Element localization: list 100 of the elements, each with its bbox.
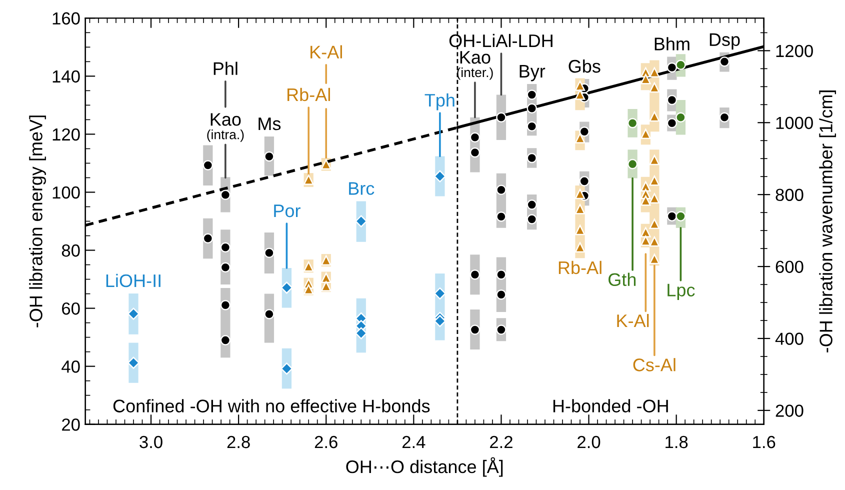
point [666,94,678,106]
annotation: Lpc [668,284,695,300]
point [640,195,651,206]
annotation: Brc [349,182,374,195]
annotation: Gbs [568,59,600,73]
point [526,121,538,132]
annotation: Cs-Al [633,358,676,372]
y2-tick-label: 400 [775,332,804,345]
annotation: K-Al [310,45,342,58]
y-tick-label: 60 [62,302,80,315]
point [220,335,231,346]
point [666,62,678,73]
point [496,269,506,280]
point [320,281,332,292]
point [264,308,274,320]
point [649,82,660,93]
point [649,111,660,122]
point [220,190,231,200]
y-tick-label: 20 [62,418,80,431]
point [496,112,506,122]
point [434,170,446,182]
point [666,211,678,222]
x-tick-label: 1.6 [753,436,776,448]
point [434,287,446,300]
point [434,315,446,328]
y-tick-label: 160 [52,12,80,25]
y2-tick-label: 1000 [776,116,813,130]
point [127,308,140,320]
point [574,188,586,200]
point [202,160,214,170]
annotation: H-bonded -OH [553,399,668,412]
annotation: (intra.) [207,130,244,142]
point [719,56,730,67]
point [496,324,506,335]
annotation: Tph [424,93,454,110]
annotation: Kao [210,113,241,126]
point [574,80,586,91]
point [574,90,586,100]
point [649,67,660,78]
point [640,74,651,84]
point [640,128,651,140]
point [676,60,686,70]
point [649,154,660,166]
point [526,214,538,224]
annotation: Rb-Al [558,260,602,274]
annotation: Por [274,204,300,218]
point [627,158,638,170]
annotation: (inter.) [457,67,493,80]
point [627,118,638,128]
annotation: Bhm [654,37,690,50]
annotation: Phl [214,62,238,75]
x-tick-label: 2.2 [490,436,512,448]
point [496,184,506,196]
point [496,211,506,222]
point [355,215,368,228]
x-tick-label: 2.4 [402,436,426,448]
y-tick-label: 100 [52,186,80,199]
annotation: Confined -OH with no effective H-bonds [113,399,430,412]
point [676,112,686,122]
point [574,133,586,144]
point [470,132,480,143]
point [220,300,231,310]
y2-tick-label: 800 [776,188,804,202]
point [470,324,480,335]
point [470,269,480,280]
point [574,224,586,236]
annotation: Rb-Al [288,88,330,102]
point [579,126,590,137]
y-axis-title: -OH libration energy [meV] [29,116,46,328]
annotation: K-Al [617,314,649,328]
point [220,262,231,273]
annotation: Gth [608,272,636,286]
point [526,103,538,114]
annotation: Ms [258,118,281,130]
annotation: Kao [460,51,490,64]
point [719,112,730,122]
point [526,90,538,100]
y2-tick-label: 200 [776,404,804,417]
point [640,181,651,192]
y-tick-label: 140 [52,70,80,83]
point [574,242,586,252]
x-axis-title: OH⋯O distance [Å] [346,457,503,477]
y-tick-label: 80 [62,244,80,257]
point [202,233,214,244]
point [220,242,231,252]
x-tick-label: 2.6 [314,436,338,448]
point [640,227,651,238]
y2-tick-label: 1200 [776,44,813,58]
point [666,118,678,128]
point [579,176,590,186]
point [127,356,140,369]
y2-tick-label: 600 [776,260,804,273]
x-tick-label: 1.8 [666,436,688,448]
point [264,248,274,258]
point [264,151,274,162]
point [280,362,293,375]
x-tick-label: 3.0 [140,436,162,448]
annotation: Dsp [710,33,740,50]
point [470,147,480,158]
point [526,200,538,210]
